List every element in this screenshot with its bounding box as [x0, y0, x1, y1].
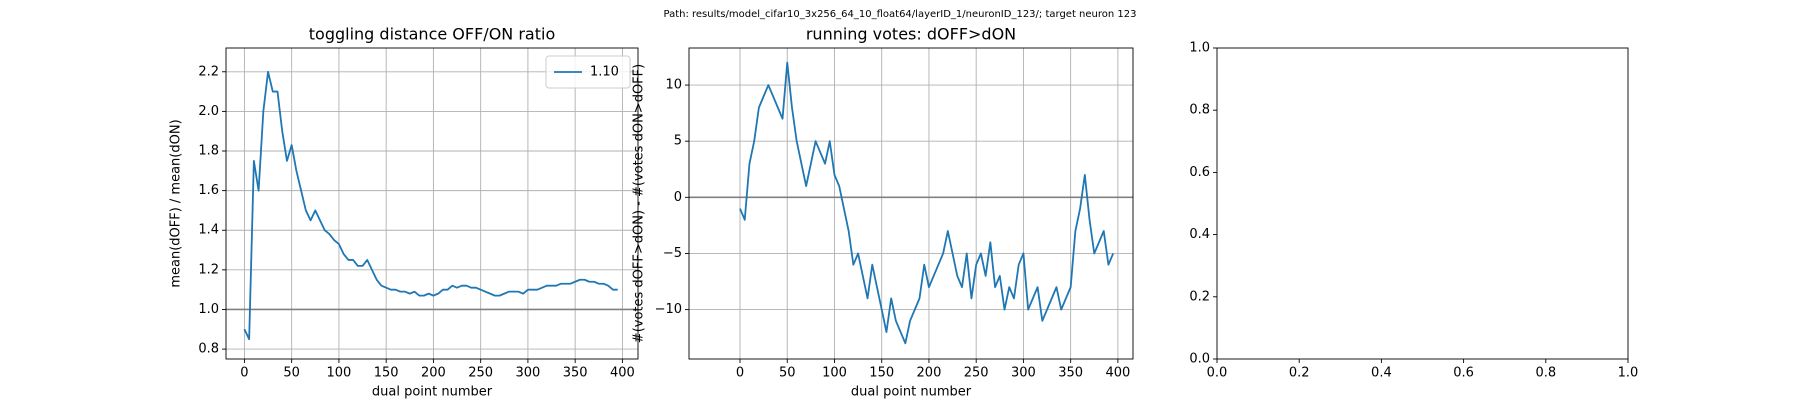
- y-tick-label: 0.8: [198, 342, 219, 357]
- x-tick-label: 100: [327, 366, 352, 381]
- axes-frame: [225, 47, 639, 360]
- x-tick-label: 0.8: [1535, 366, 1556, 381]
- x-tick-label: 50: [283, 366, 300, 381]
- x-tick-label: 200: [917, 366, 942, 381]
- legend-box: [545, 55, 631, 89]
- y-tick-label: 0.6: [1189, 165, 1210, 180]
- y-tick-label: 1.0: [198, 302, 219, 317]
- x-tick-label: 200: [421, 366, 446, 381]
- y-axis-label: mean(dOFF) / mean(dON): [169, 119, 184, 287]
- y-tick-label: −5: [663, 246, 682, 261]
- x-tick-label: 250: [468, 366, 493, 381]
- y-tick-label: 0.0: [1189, 352, 1210, 367]
- x-tick-label: 350: [1058, 366, 1083, 381]
- x-tick-label: 400: [1105, 366, 1130, 381]
- x-tick-label: 1.0: [1618, 366, 1639, 381]
- y-tick-label: 1.2: [198, 262, 219, 277]
- axes-frame: [1216, 47, 1629, 360]
- y-tick-label: 0: [674, 190, 682, 205]
- y-tick-label: 1.6: [198, 183, 219, 198]
- axes-frame: [688, 47, 1134, 360]
- legend-label: 1.10: [590, 65, 619, 80]
- x-tick-label: 300: [515, 366, 540, 381]
- x-tick-label: 0: [736, 366, 744, 381]
- y-axis-label: #(votes dOFF>dON) - #(votes dON>dOFF): [632, 64, 647, 343]
- y-tick-label: 10: [665, 78, 682, 93]
- y-tick-label: 0.2: [1189, 289, 1210, 304]
- subplot: 0 50 100 150 200 250 300 350 400 −10 −5 0 5 10 running…: [632, 25, 1134, 400]
- x-tick-label: 150: [869, 366, 894, 381]
- chart-title: running votes: dOFF>dON: [806, 25, 1016, 44]
- x-tick-label: 250: [964, 366, 989, 381]
- x-tick-label: 100: [822, 366, 847, 381]
- x-tick-label: 300: [1011, 366, 1036, 381]
- x-tick-label: 150: [374, 366, 399, 381]
- y-tick-label: 1.8: [198, 144, 219, 159]
- x-tick-label: 350: [563, 366, 588, 381]
- y-tick-label: 0.4: [1189, 227, 1210, 242]
- x-tick-label: 0.4: [1371, 366, 1392, 381]
- x-tick-label: 0.0: [1207, 366, 1228, 381]
- x-axis-label: dual point number: [372, 385, 493, 400]
- y-tick-label: 5: [674, 134, 682, 149]
- y-tick-label: 0.8: [1189, 103, 1210, 118]
- x-tick-label: 0.2: [1289, 366, 1310, 381]
- y-tick-label: 1.0: [1189, 41, 1210, 56]
- x-tick-label: 50: [779, 366, 796, 381]
- data-line: [739, 61, 1114, 345]
- x-axis-label: dual point number: [851, 385, 972, 400]
- y-tick-label: 2.2: [198, 64, 219, 79]
- x-tick-label: 0.6: [1453, 366, 1474, 381]
- x-tick-label: 400: [610, 366, 635, 381]
- suptitle: Path: results/model_cifar10_3x256_64_10_…: [664, 9, 1137, 20]
- subplot: 0.0 0.2 0.4 0.6 0.8 1.0 0.0 0.2 0.4 0.6 0.8 1.0: [1189, 41, 1638, 381]
- x-tick-label: 0: [240, 366, 248, 381]
- y-tick-label: 1.4: [198, 223, 219, 238]
- y-tick-label: 2.0: [198, 104, 219, 119]
- chart-title: toggling distance OFF/ON ratio: [309, 25, 555, 44]
- data-line: [243, 70, 618, 341]
- y-tick-label: −10: [655, 302, 682, 317]
- subplot: 0 50 100 150 200 250 300 350 400 0.8 1.0 1.2 1.4 1.6 1…: [169, 25, 639, 400]
